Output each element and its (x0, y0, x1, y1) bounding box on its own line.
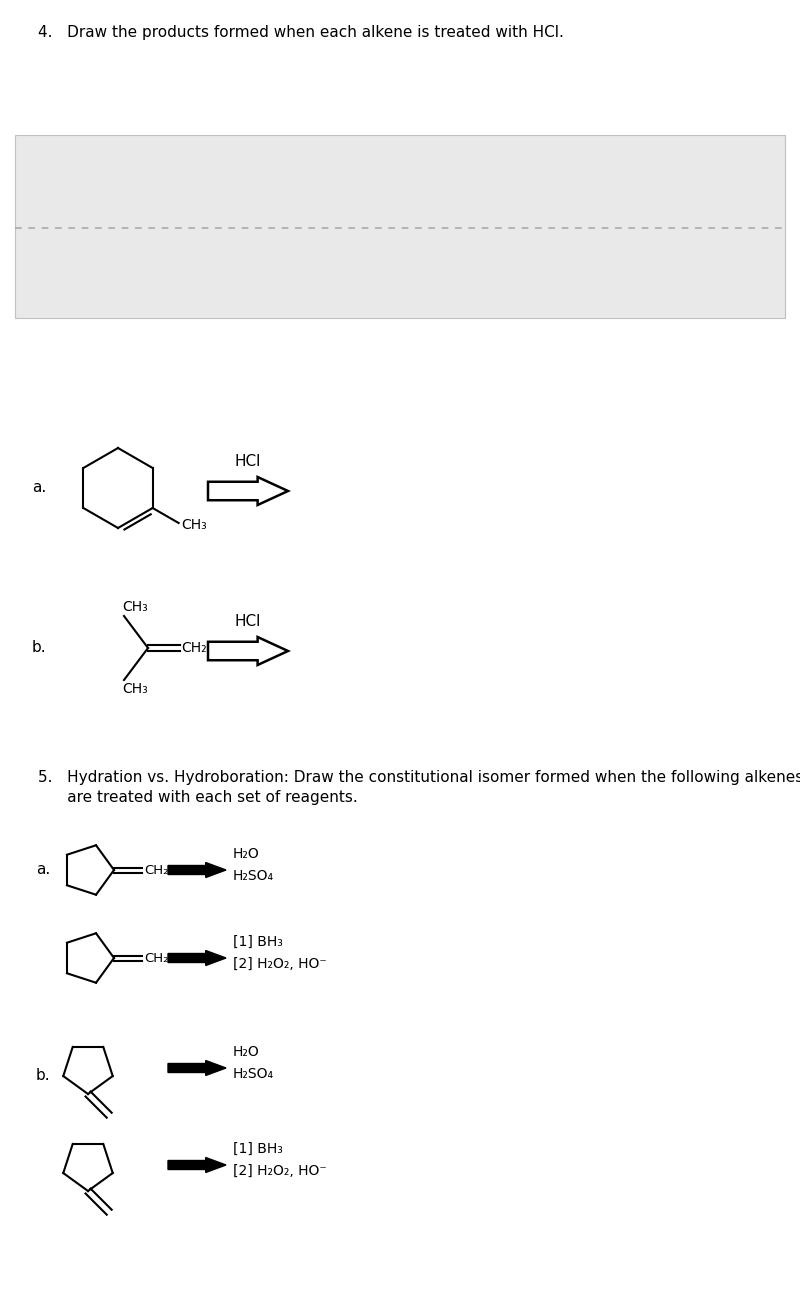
Polygon shape (168, 863, 226, 877)
Text: H₂SO₄: H₂SO₄ (233, 869, 274, 882)
Text: b.: b. (32, 641, 46, 655)
Text: 5.   Hydration vs. Hydroboration: Draw the constitutional isomer formed when the: 5. Hydration vs. Hydroboration: Draw the… (38, 770, 800, 786)
Text: H₂O: H₂O (233, 1045, 260, 1059)
Text: a.: a. (36, 863, 50, 877)
Text: HCl: HCl (235, 614, 261, 630)
Text: [2] H₂O₂, HO⁻: [2] H₂O₂, HO⁻ (233, 1164, 326, 1178)
Text: H₂SO₄: H₂SO₄ (233, 1067, 274, 1081)
Text: CH₂: CH₂ (144, 952, 169, 965)
Polygon shape (208, 637, 288, 666)
Text: CH₃: CH₃ (122, 600, 148, 614)
Text: 4.   Draw the products formed when each alkene is treated with HCl.: 4. Draw the products formed when each al… (38, 25, 564, 40)
FancyBboxPatch shape (15, 135, 785, 319)
Text: [2] H₂O₂, HO⁻: [2] H₂O₂, HO⁻ (233, 957, 326, 971)
Text: [1] BH₃: [1] BH₃ (233, 935, 283, 949)
Text: a.: a. (32, 480, 46, 495)
Text: CH₃: CH₃ (122, 682, 148, 697)
Text: b.: b. (36, 1068, 50, 1084)
Text: CH₂: CH₂ (144, 863, 169, 876)
Text: [1] BH₃: [1] BH₃ (233, 1142, 283, 1156)
Text: HCl: HCl (235, 454, 261, 470)
Polygon shape (168, 951, 226, 965)
Polygon shape (208, 477, 288, 504)
Text: H₂O: H₂O (233, 848, 260, 860)
Text: CH₃: CH₃ (182, 519, 207, 531)
Polygon shape (168, 1157, 226, 1173)
Text: CH₂: CH₂ (181, 641, 206, 655)
Polygon shape (168, 1060, 226, 1076)
Text: are treated with each set of reagents.: are treated with each set of reagents. (38, 789, 358, 805)
